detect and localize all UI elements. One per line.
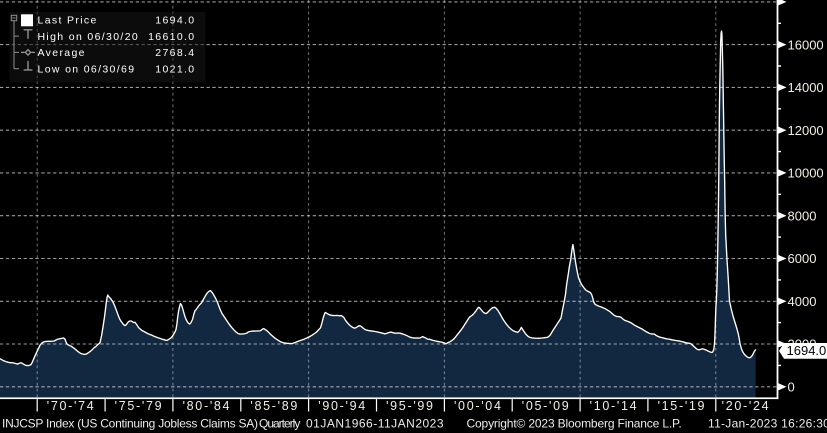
svg-text:12000: 12000: [788, 123, 824, 138]
svg-text:'05-'09: '05-'09: [522, 399, 571, 413]
svg-text:'90-'94: '90-'94: [318, 399, 367, 413]
svg-text:'15-'19: '15-'19: [658, 399, 707, 413]
svg-text:01JAN1966-11JAN2023: 01JAN1966-11JAN2023: [306, 416, 444, 430]
svg-text:10000: 10000: [788, 166, 824, 181]
svg-text:Average: Average: [38, 47, 86, 59]
svg-text:2768.4: 2768.4: [155, 47, 195, 59]
svg-text:8000: 8000: [788, 208, 817, 223]
svg-text:'95-'99: '95-'99: [386, 399, 435, 413]
svg-text:'10-'14: '10-'14: [590, 399, 639, 413]
svg-text:'75-'79: '75-'79: [115, 399, 164, 413]
svg-text:Quarterly: Quarterly: [259, 416, 300, 430]
svg-text:14000: 14000: [788, 80, 824, 95]
svg-text:6000: 6000: [788, 251, 817, 266]
svg-text:'70-'74: '70-'74: [47, 399, 96, 413]
svg-text:4000: 4000: [788, 294, 817, 309]
svg-text:High on 06/30/20: High on 06/30/20: [38, 31, 140, 43]
svg-text:Low on 06/30/69: Low on 06/30/69: [38, 64, 136, 76]
svg-text:0: 0: [788, 380, 795, 395]
svg-text:Copyright© 2023 Bloomberg Fina: Copyright© 2023 Bloomberg Finance L.P.: [467, 416, 682, 430]
svg-text:Last Price: Last Price: [38, 15, 98, 27]
svg-text:11-Jan-2023 16:26:30: 11-Jan-2023 16:26:30: [708, 416, 827, 430]
svg-text:16000: 16000: [788, 37, 824, 52]
svg-text:'80-'84: '80-'84: [183, 399, 232, 413]
svg-text:16610.0: 16610.0: [148, 31, 195, 43]
svg-text:'85-'89: '85-'89: [250, 399, 299, 413]
svg-text:'20-'24: '20-'24: [722, 399, 771, 413]
svg-text:1694.0: 1694.0: [155, 15, 195, 27]
svg-text:1021.0: 1021.0: [155, 64, 195, 76]
svg-text:1694.0: 1694.0: [787, 343, 827, 358]
svg-text:INJCSP Index (US Continuing Jo: INJCSP Index (US Continuing Jobless Clai…: [2, 416, 258, 430]
svg-text:'00-'04: '00-'04: [454, 399, 503, 413]
